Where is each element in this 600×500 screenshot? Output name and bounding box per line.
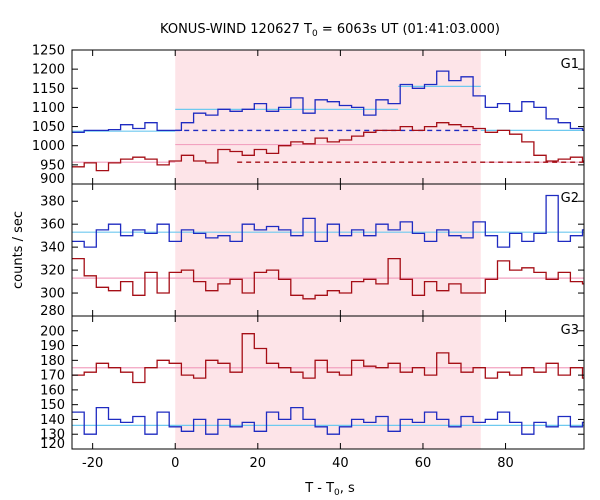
series-blue-steps xyxy=(72,70,584,133)
y-axis-label: counts / sec xyxy=(11,211,26,289)
panel-g2-plot xyxy=(72,194,584,300)
y-tick-label: 200 xyxy=(40,324,65,339)
y-tick-label: 300 xyxy=(40,287,65,302)
x-tick-label: 20 xyxy=(250,456,267,471)
x-tick-label: 80 xyxy=(497,456,514,471)
x-tick-label: 60 xyxy=(415,456,432,471)
panel-g1-plot xyxy=(72,70,584,172)
panel-label: G3 xyxy=(561,323,579,338)
y-tick-label: 150 xyxy=(40,398,65,413)
y-tick-label: 900 xyxy=(40,172,65,187)
y-tick-label: 180 xyxy=(40,354,65,369)
panels-group: 900950100010501100115012001250G128030032… xyxy=(32,44,585,471)
y-tick-label: 170 xyxy=(40,369,65,384)
series-blue-steps xyxy=(72,406,584,435)
x-tick-label: 0 xyxy=(171,456,179,471)
y-tick-label: 140 xyxy=(40,413,65,428)
y-tick-label: 280 xyxy=(40,304,65,319)
y-tick-label: 190 xyxy=(40,339,65,354)
y-tick-label: 130 xyxy=(40,428,65,443)
series-blue-steps xyxy=(72,194,584,248)
y-tick-label: 950 xyxy=(40,158,65,173)
y-tick-label: 1250 xyxy=(32,44,65,59)
series-red-steps xyxy=(72,257,584,300)
y-tick-label: 1000 xyxy=(32,139,65,154)
y-tick-label: 320 xyxy=(40,264,65,279)
y-tick-label: 1150 xyxy=(32,82,65,97)
y-tick-label: 340 xyxy=(40,241,65,256)
shaded-interval xyxy=(175,50,481,449)
y-tick-label: 380 xyxy=(40,195,65,210)
series-red-steps xyxy=(72,333,584,384)
panel-label: G1 xyxy=(561,57,579,72)
y-tick-label: 1050 xyxy=(32,120,65,135)
chart-title: KONUS-WIND 120627 T0 = 6063s UT (01:41:0… xyxy=(160,22,500,39)
y-tick-label: 1100 xyxy=(32,101,65,116)
y-tick-label: 360 xyxy=(40,218,65,233)
panel-frame xyxy=(71,315,585,450)
y-tick-label: 1200 xyxy=(32,63,65,78)
panel-g3-plot xyxy=(72,333,584,435)
y-tick-label: 120 xyxy=(40,437,65,452)
series-red-steps xyxy=(72,122,584,172)
x-tick-label: 40 xyxy=(332,456,349,471)
panel-label: G2 xyxy=(561,191,579,206)
x-tick-label: -20 xyxy=(82,456,103,471)
y-tick-label: 160 xyxy=(40,383,65,398)
x-axis-label: T - T0, s xyxy=(304,481,355,498)
